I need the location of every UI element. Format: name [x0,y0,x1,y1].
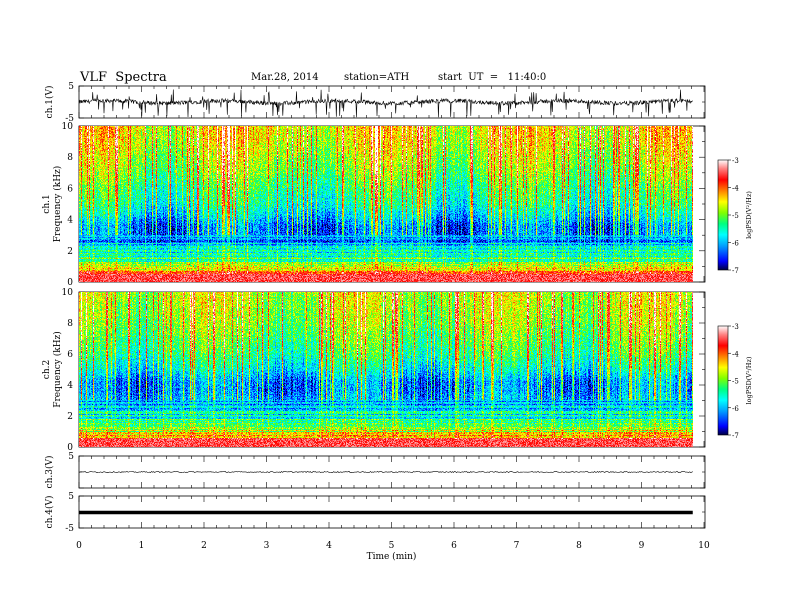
colorbar-tick-label: -7 [732,267,739,275]
ch1-spectrogram [79,126,693,282]
time-tick-label: 6 [451,541,457,551]
ch2-freq-tick-label: 8 [67,319,73,329]
ch1-freq-tick-label: 2 [67,247,73,257]
colorbar-tick-label: -4 [732,350,739,358]
ch2-spectrogram [79,292,693,447]
ch3-axis-label: ch.3(V) [44,456,55,489]
colorbar-tick-label: -3 [732,323,739,331]
ch4-tick-label: -5 [65,524,74,534]
ch2-freq-tick-label: 6 [67,350,73,360]
ch1-axis-label: ch.1(V) [44,86,55,119]
ch1-waveform [78,89,693,118]
colorbar-tick-label: -4 [732,185,739,193]
time-tick-label: 3 [264,541,270,551]
x-axis-label: Time (min) [367,551,417,562]
ch3-tick-label: 5 [68,452,74,462]
ch1-freq-tick-label: 4 [67,216,73,226]
ch1-frequency-label: Frequency (kHz) [52,166,63,243]
time-tick-label: 0 [76,541,82,551]
ch1-tick-label: -5 [65,114,74,124]
colorbar-tick-label: -6 [732,405,739,413]
ch2-freq-tick-label: 2 [67,412,73,422]
ch2-freq-tick-label: 4 [67,381,73,391]
colorbar-tick-label: -7 [732,432,739,440]
colorbar-label: logPSD(V²/Hz) [745,356,753,404]
time-tick-label: 9 [639,541,645,551]
ch1-freq-tick-label: 0 [67,278,73,288]
time-tick-label: 7 [514,541,520,551]
start-time-label: start UT = 11:40:0 [438,72,547,83]
ch1-colorbar [717,159,729,271]
ch1-axis-label: ch.1 [42,194,52,213]
time-tick-label: 2 [201,541,207,551]
ch1-freq-tick-label: 10 [62,122,74,132]
ch2-freq-tick-label: 10 [62,288,74,298]
ch1-freq-tick-label: 8 [67,153,73,163]
ch1-tick-label: 5 [68,82,74,92]
chart-title: VLF Spectra [80,70,167,85]
ch2-axis-label: ch.2 [42,360,52,379]
time-tick-label: 4 [326,541,332,551]
ch2-freq-tick-label: 0 [67,443,73,453]
colorbar-tick-label: -5 [732,212,739,220]
date-label: Mar.28, 2014 [251,72,319,83]
ch2-colorbar [717,325,729,436]
colorbar-tick-label: -6 [732,240,739,248]
ch4-tick-label: 5 [68,492,74,502]
time-tick-label: 10 [698,541,710,551]
ch1-freq-tick-label: 6 [67,184,73,194]
time-tick-label: 5 [389,541,395,551]
ch2-frequency-label: Frequency (kHz) [52,331,63,408]
ch3-waveform [78,470,693,473]
time-tick-label: 8 [576,541,582,551]
time-tick-label: 1 [139,541,145,551]
colorbar-tick-label: -3 [732,157,739,165]
colorbar-label: logPSD(V²/Hz) [745,191,753,239]
ch4-axis-label: ch.4(V) [44,496,55,529]
colorbar-tick-label: -5 [732,378,739,386]
station-label: station=ATH [344,72,410,83]
